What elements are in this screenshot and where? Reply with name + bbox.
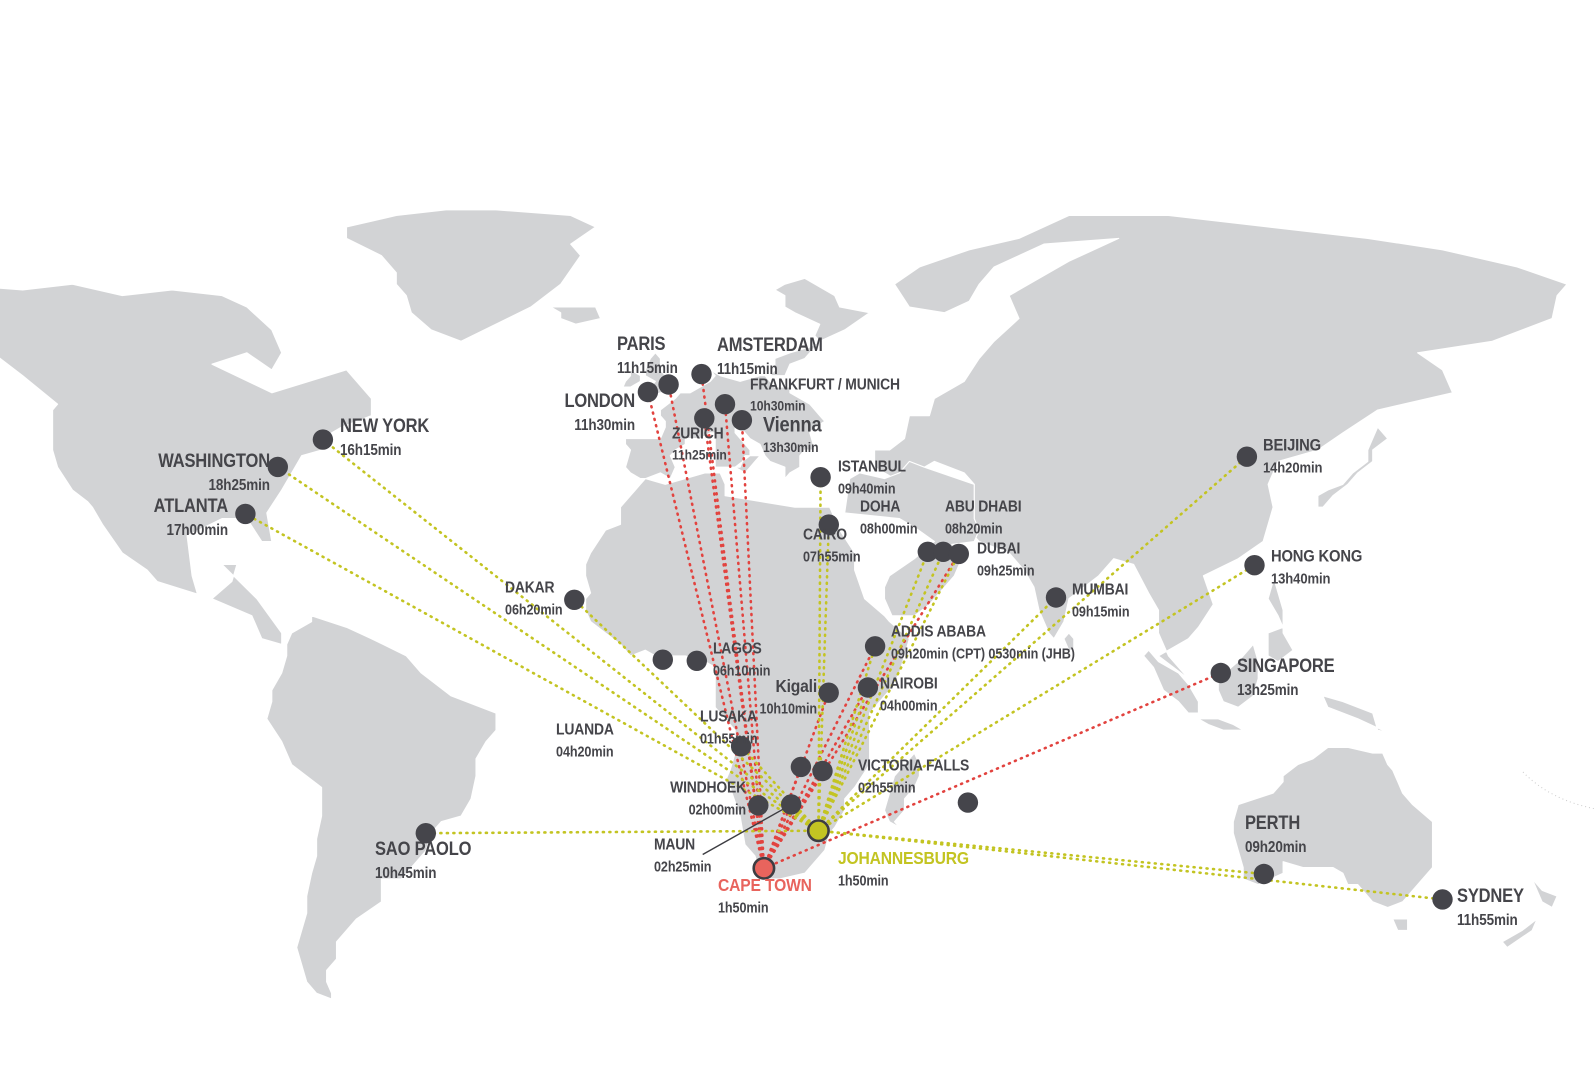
svg-text:LUSAKA: LUSAKA <box>700 708 757 726</box>
svg-text:Kigali: Kigali <box>775 676 817 696</box>
svg-text:14h20min: 14h20min <box>1263 459 1322 476</box>
svg-text:CAPE TOWN: CAPE TOWN <box>718 875 812 895</box>
svg-text:LAGOS: LAGOS <box>713 640 762 658</box>
svg-text:NEW YORK: NEW YORK <box>340 415 429 436</box>
svg-text:SINGAPORE: SINGAPORE <box>1237 655 1335 676</box>
svg-text:NAIROBI: NAIROBI <box>880 675 938 693</box>
svg-text:13h30min: 13h30min <box>763 439 819 455</box>
svg-text:MAUN: MAUN <box>654 836 695 854</box>
svg-text:DUBAI: DUBAI <box>977 540 1020 558</box>
svg-text:10h10min: 10h10min <box>760 701 817 717</box>
svg-text:JOHANNESBURG: JOHANNESBURG <box>838 848 969 868</box>
svg-text:ISTANBUL: ISTANBUL <box>838 458 906 476</box>
svg-text:ZURICH: ZURICH <box>672 425 724 443</box>
svg-text:MUMBAI: MUMBAI <box>1072 581 1128 599</box>
svg-text:11h25min: 11h25min <box>672 447 727 463</box>
svg-text:09h15min: 09h15min <box>1072 603 1129 619</box>
svg-text:WASHINGTON: WASHINGTON <box>158 450 270 471</box>
svg-text:11h15min: 11h15min <box>617 360 678 377</box>
svg-text:10h30min: 10h30min <box>750 398 806 414</box>
svg-text:ABU DHABI: ABU DHABI <box>945 498 1021 516</box>
svg-text:06h10min: 06h10min <box>713 662 770 678</box>
svg-text:13h40min: 13h40min <box>1271 570 1330 587</box>
svg-text:11h30min: 11h30min <box>574 417 635 434</box>
svg-text:PARIS: PARIS <box>617 333 666 354</box>
svg-text:06h20min: 06h20min <box>505 601 562 617</box>
svg-text:VICTORIA FALLS: VICTORIA FALLS <box>858 757 969 775</box>
svg-text:04h00min: 04h00min <box>880 697 937 713</box>
svg-text:HONG KONG: HONG KONG <box>1271 548 1362 566</box>
svg-text:04h20min: 04h20min <box>556 743 613 759</box>
svg-text:09h20min: 09h20min <box>1245 839 1306 856</box>
svg-text:07h55min: 07h55min <box>803 548 860 564</box>
svg-text:PERTH: PERTH <box>1245 812 1300 833</box>
svg-text:08h20min: 08h20min <box>945 520 1002 536</box>
svg-text:18h25min: 18h25min <box>208 477 269 494</box>
svg-text:09h40min: 09h40min <box>838 480 895 496</box>
svg-text:SYDNEY: SYDNEY <box>1457 885 1524 906</box>
svg-text:13h25min: 13h25min <box>1237 682 1298 699</box>
svg-text:FRANKFURT / MUNICH: FRANKFURT / MUNICH <box>750 376 900 394</box>
svg-text:10h45min: 10h45min <box>375 865 436 882</box>
svg-text:02h55min: 02h55min <box>858 779 915 795</box>
svg-text:ATLANTA: ATLANTA <box>154 495 229 516</box>
svg-text:08h00min: 08h00min <box>860 520 917 536</box>
svg-text:1h50min: 1h50min <box>838 873 889 889</box>
svg-text:LONDON: LONDON <box>564 390 635 411</box>
svg-text:AMSTERDAM: AMSTERDAM <box>717 334 823 355</box>
svg-text:02h00min: 02h00min <box>689 801 746 817</box>
svg-text:02h25min: 02h25min <box>654 858 711 874</box>
svg-text:CAIRO: CAIRO <box>803 526 847 544</box>
svg-text:ADDIS ABABA: ADDIS ABABA <box>891 623 986 641</box>
svg-text:DOHA: DOHA <box>860 498 901 516</box>
svg-text:DAKAR: DAKAR <box>505 579 555 597</box>
svg-text:09h20min (CPT) 0530min (JHB): 09h20min (CPT) 0530min (JHB) <box>891 645 1075 661</box>
svg-text:17h00min: 17h00min <box>167 522 228 539</box>
svg-text:16h15min: 16h15min <box>340 442 401 459</box>
svg-text:SAO PAOLO: SAO PAOLO <box>375 838 472 859</box>
svg-text:BEIJING: BEIJING <box>1263 437 1321 455</box>
svg-text:11h55min: 11h55min <box>1457 912 1518 929</box>
svg-text:LUANDA: LUANDA <box>556 721 614 739</box>
svg-text:01h55min: 01h55min <box>700 730 757 746</box>
svg-text:1h50min: 1h50min <box>718 900 769 916</box>
svg-text:Vienna: Vienna <box>763 413 823 436</box>
svg-text:WINDHOEK: WINDHOEK <box>670 779 746 797</box>
svg-text:09h25min: 09h25min <box>977 562 1034 578</box>
